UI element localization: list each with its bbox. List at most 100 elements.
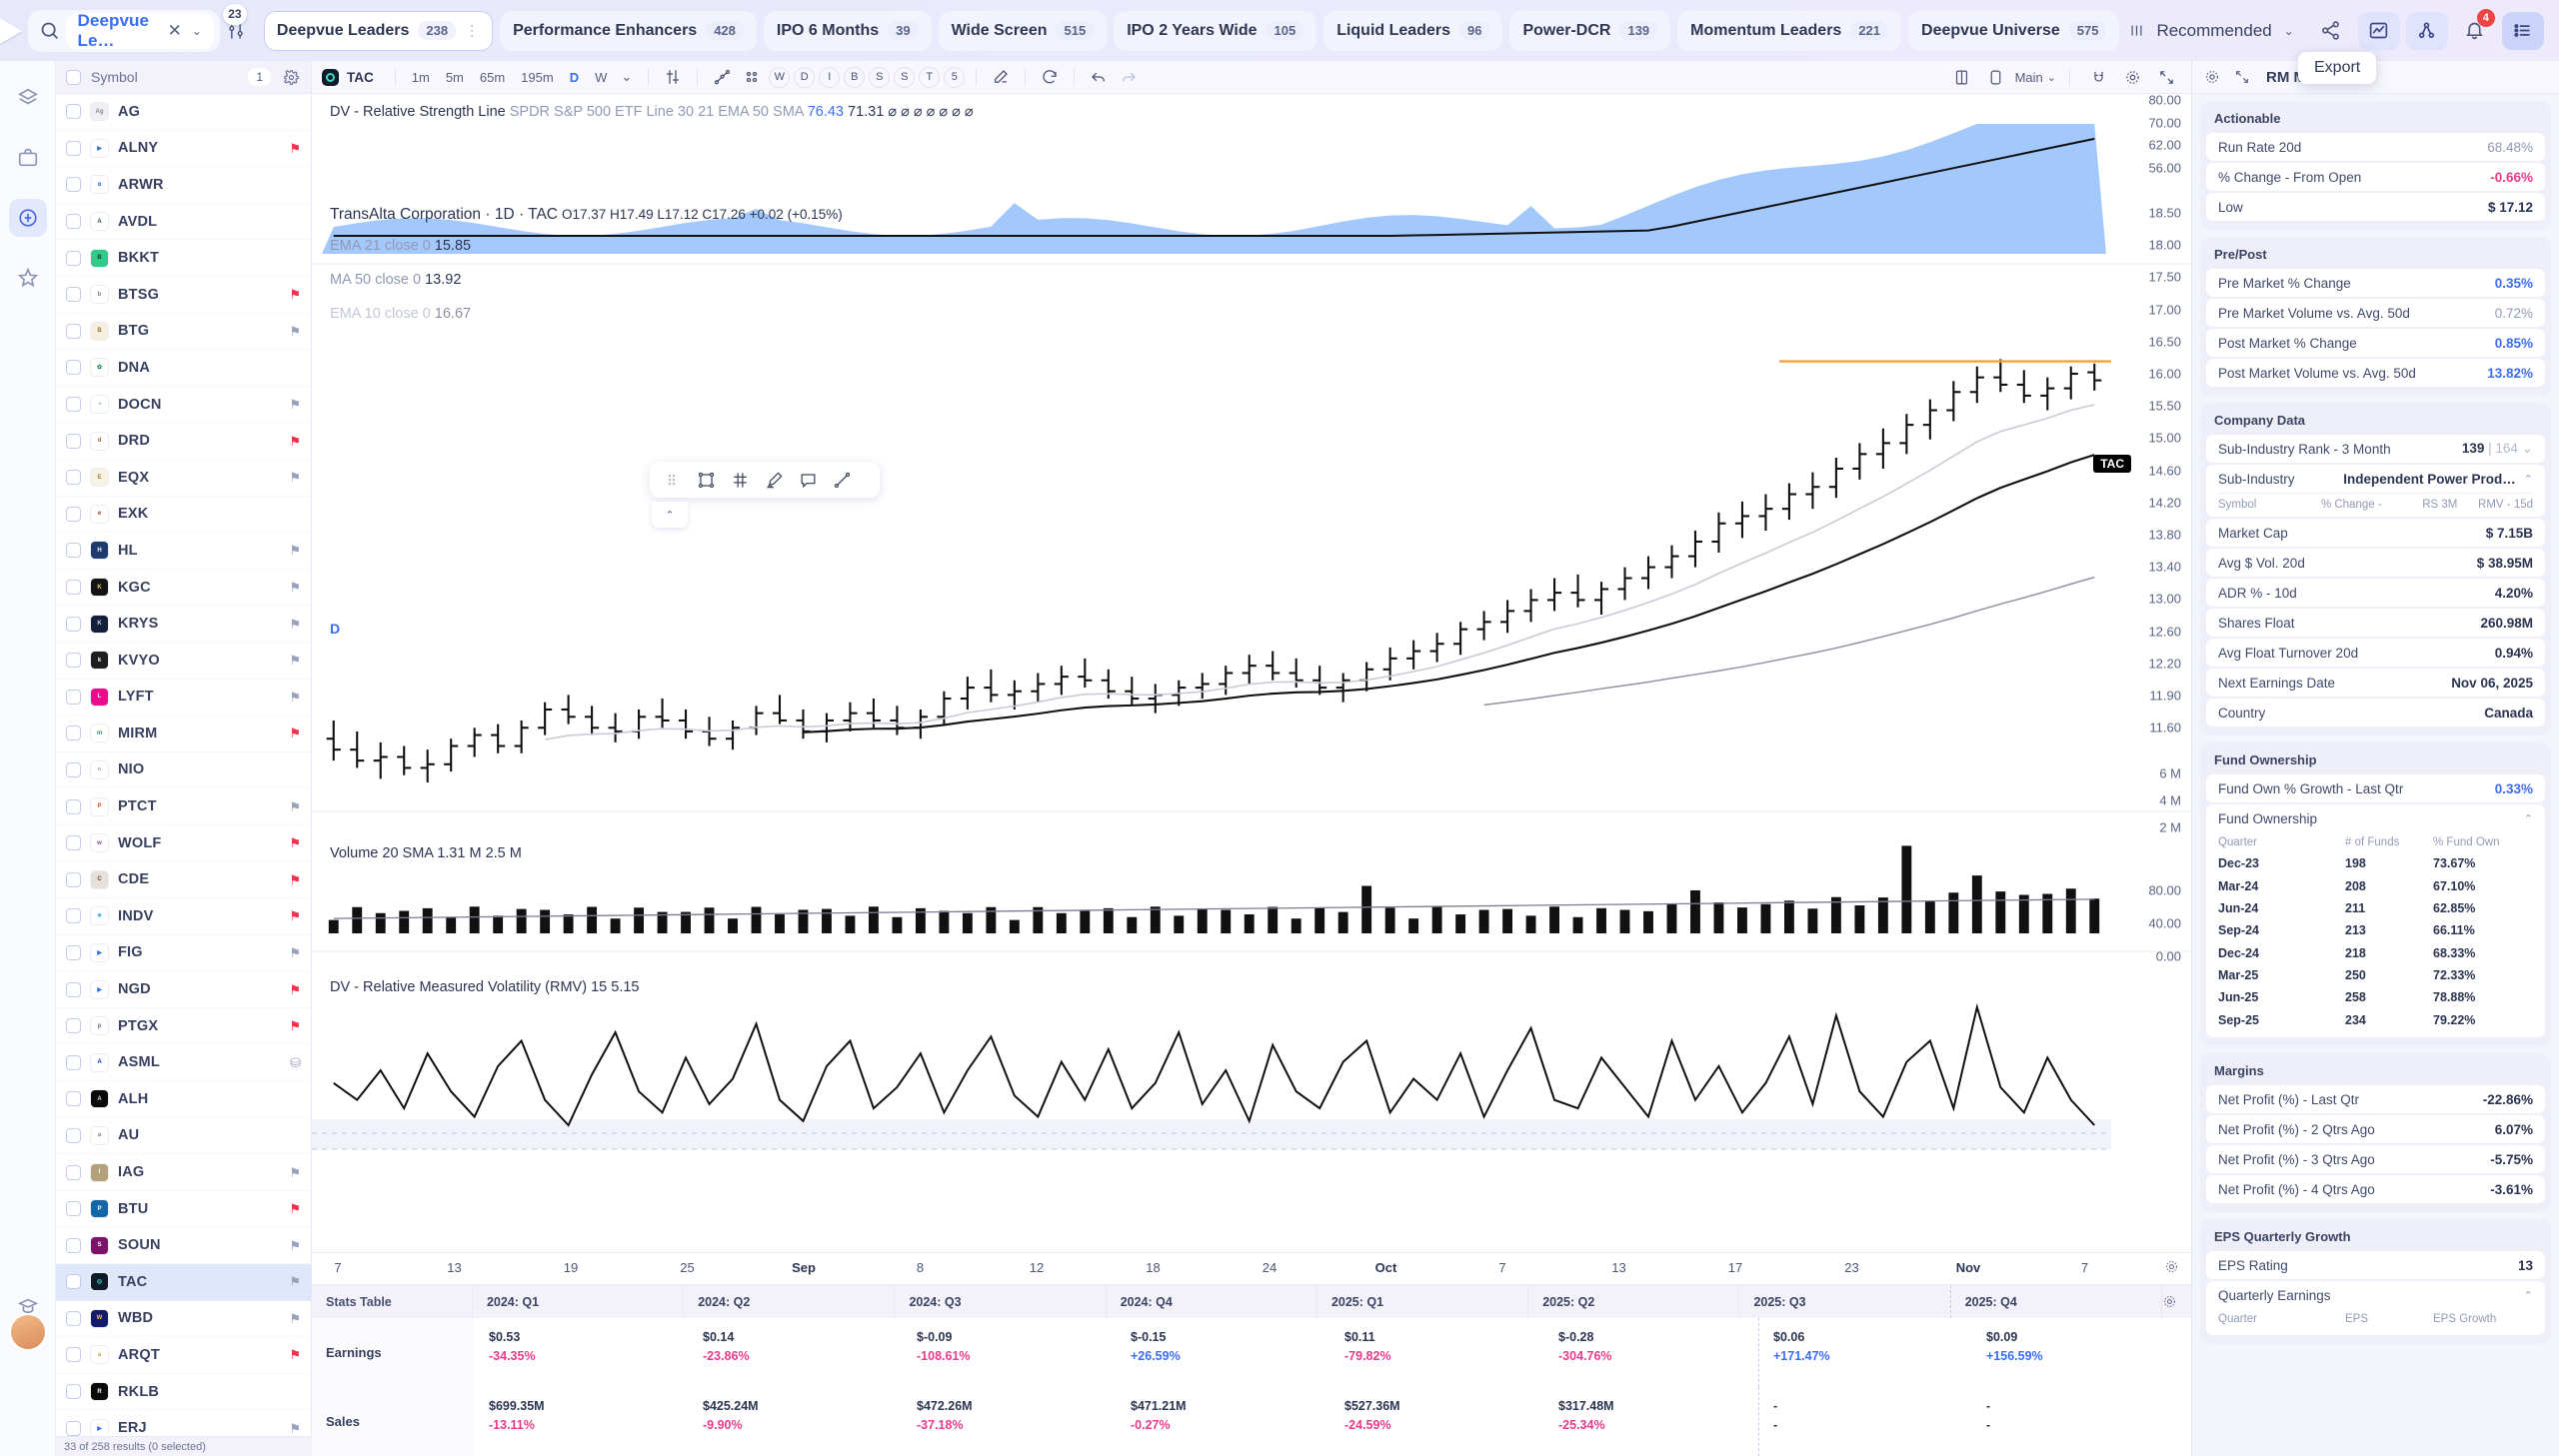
symbol-row-ptct[interactable]: P PTCT ⚑ bbox=[56, 788, 311, 825]
flag-icon[interactable]: ⚑ bbox=[289, 433, 301, 449]
split-layout-icon[interactable] bbox=[1947, 65, 1977, 89]
timeframe-1m[interactable]: 1m bbox=[411, 69, 430, 85]
row-checkbox[interactable] bbox=[66, 580, 81, 596]
row-checkbox[interactable] bbox=[66, 1018, 81, 1034]
app-logo[interactable] bbox=[0, 0, 22, 61]
gear-icon[interactable] bbox=[281, 67, 301, 87]
flag-icon[interactable]: ⚑ bbox=[289, 616, 301, 632]
symbol-row-alny[interactable]: ▶ ALNY ⚑ bbox=[56, 131, 311, 168]
data-row[interactable]: Post Market Volume vs. Avg. 50d 13.82% bbox=[2206, 359, 2545, 387]
rail-education-icon[interactable] bbox=[9, 1288, 47, 1326]
data-row[interactable]: % Change - From Open -0.66% bbox=[2206, 163, 2545, 191]
search-icon[interactable] bbox=[34, 13, 66, 49]
chevron-up-icon[interactable]: ⌃ bbox=[2523, 812, 2533, 825]
row-checkbox[interactable] bbox=[66, 726, 81, 741]
row-checkbox[interactable] bbox=[66, 1091, 81, 1107]
symbol-row-indv[interactable]: ✳ INDV ⚑ bbox=[56, 898, 311, 935]
row-checkbox[interactable] bbox=[66, 323, 81, 339]
row-checkbox[interactable] bbox=[66, 871, 81, 887]
symbol-row-docn[interactable]: ◔ DOCN ⚑ bbox=[56, 387, 311, 424]
data-row[interactable]: Net Profit (%) - 2 Qtrs Ago 6.07% bbox=[2206, 1115, 2545, 1143]
row-checkbox[interactable] bbox=[66, 1164, 81, 1180]
symbol-row-exk[interactable]: e EXK bbox=[56, 497, 311, 534]
data-row[interactable]: Net Profit (%) - 4 Qtrs Ago -3.61% bbox=[2206, 1175, 2545, 1203]
chevron-down-icon[interactable]: ⌄ bbox=[191, 23, 202, 38]
data-row[interactable]: EPS Rating 13 bbox=[2206, 1251, 2545, 1279]
data-row[interactable]: Fund Own % Growth - Last Qtr 0.33% bbox=[2206, 774, 2545, 802]
comment-tool-icon[interactable] bbox=[792, 466, 824, 494]
flag-icon[interactable]: ⚑ bbox=[289, 689, 301, 705]
symbol-row-alh[interactable]: A ALH bbox=[56, 1081, 311, 1118]
notifications-button[interactable]: 4 bbox=[2454, 8, 2496, 50]
flag-icon[interactable]: ⚑ bbox=[289, 1164, 301, 1180]
data-row[interactable]: Low $ 17.12 bbox=[2206, 193, 2545, 221]
chart-symbol[interactable]: TAC bbox=[322, 68, 386, 86]
list-view-button[interactable] bbox=[2501, 11, 2544, 50]
watchlist-tab-ipo-6-months[interactable]: IPO 6 Months 39 bbox=[763, 10, 932, 51]
symbol-row-avdl[interactable]: A AVDL bbox=[56, 204, 311, 241]
watchlist-tab-momentum-leaders[interactable]: Momentum Leaders 221 bbox=[1677, 10, 1902, 51]
flag-icon[interactable]: ⚑ bbox=[289, 323, 301, 339]
indicators-icon[interactable] bbox=[658, 65, 688, 89]
overlay-toggle-1[interactable]: D bbox=[794, 66, 816, 88]
data-row[interactable]: Avg $ Vol. 20d $ 38.95M bbox=[2206, 549, 2545, 577]
symbol-row-bkkt[interactable]: B BKKT bbox=[56, 240, 311, 277]
flag-icon[interactable]: ⚑ bbox=[289, 726, 301, 741]
data-row[interactable]: Avg Float Turnover 20d 0.94% bbox=[2206, 639, 2545, 667]
drag-handle-icon[interactable] bbox=[656, 466, 688, 494]
filter-button[interactable]: 23 bbox=[222, 3, 247, 52]
flag-icon[interactable]: ⚑ bbox=[289, 835, 301, 851]
flag-icon[interactable]: ⚑ bbox=[289, 287, 301, 303]
grid-layout-icon[interactable] bbox=[737, 65, 767, 89]
flag-icon[interactable]: ⚑ bbox=[289, 1310, 301, 1326]
symbol-row-wolf[interactable]: w WOLF ⚑ bbox=[56, 825, 311, 862]
rail-favorites-icon[interactable] bbox=[9, 259, 47, 297]
database-icon[interactable]: ⛁ bbox=[290, 1054, 301, 1070]
rail-layers-icon[interactable] bbox=[9, 79, 47, 117]
symbol-row-eqx[interactable]: E EQX ⚑ bbox=[56, 460, 311, 497]
watchlist-tab-ipo-2-years-wide[interactable]: IPO 2 Years Wide 105 bbox=[1114, 10, 1317, 51]
close-icon[interactable]: ✕ bbox=[167, 20, 182, 40]
watchlist-tab-power-dcr[interactable]: Power-DCR 139 bbox=[1509, 10, 1671, 51]
pattern-icon[interactable] bbox=[707, 65, 737, 89]
measure-tool-icon[interactable] bbox=[724, 466, 756, 494]
rail-briefcase-icon[interactable] bbox=[9, 139, 47, 177]
row-checkbox[interactable] bbox=[66, 653, 81, 669]
flag-icon[interactable]: ⚑ bbox=[289, 1201, 301, 1217]
chart-canvas[interactable]: DV - Relative Strength Line SPDR S&P 500… bbox=[312, 94, 2191, 1284]
flag-icon[interactable]: ⚑ bbox=[289, 1420, 301, 1436]
symbol-row-arwr[interactable]: α ARWR bbox=[56, 167, 311, 204]
flag-icon[interactable]: ⚑ bbox=[289, 798, 301, 814]
data-row[interactable]: ADR % - 10d 4.20% bbox=[2206, 579, 2545, 607]
overlay-toggle-3[interactable]: B bbox=[844, 66, 866, 88]
row-checkbox[interactable] bbox=[66, 543, 81, 559]
magnet-icon[interactable] bbox=[2083, 65, 2113, 89]
gear-icon[interactable] bbox=[2117, 65, 2147, 89]
chevron-down-icon[interactable]: ⌄ bbox=[621, 69, 633, 84]
row-checkbox[interactable] bbox=[66, 1347, 81, 1363]
row-checkbox[interactable] bbox=[66, 397, 81, 413]
row-checkbox[interactable] bbox=[66, 944, 81, 960]
flag-icon[interactable]: ⚑ bbox=[289, 1347, 301, 1363]
redo-icon[interactable] bbox=[1114, 65, 1144, 89]
row-checkbox[interactable] bbox=[66, 981, 81, 997]
timeframe-195m[interactable]: 195m bbox=[521, 69, 554, 85]
overlay-toggle-2[interactable]: I bbox=[819, 66, 841, 88]
row-checkbox[interactable] bbox=[66, 1201, 81, 1217]
symbol-row-asml[interactable]: A ASML ⛁ bbox=[56, 1044, 311, 1082]
data-row[interactable]: Pre Market % Change 0.35% bbox=[2206, 269, 2545, 297]
symbol-row-wbd[interactable]: W WBD ⚑ bbox=[56, 1301, 311, 1338]
symbol-row-fig[interactable]: ▶ FIG ⚑ bbox=[56, 935, 311, 972]
fund-ownership-header[interactable]: Fund Ownership ⌃ bbox=[2218, 804, 2533, 832]
row-checkbox[interactable] bbox=[66, 287, 81, 303]
row-checkbox[interactable] bbox=[66, 1127, 81, 1143]
eraser-icon[interactable] bbox=[986, 65, 1016, 89]
chevron-up-icon[interactable]: ⌃ bbox=[2523, 1289, 2533, 1302]
avatar[interactable] bbox=[11, 1315, 45, 1349]
gear-icon[interactable] bbox=[2164, 1259, 2179, 1279]
symbol-row-btsg[interactable]: b BTSG ⚑ bbox=[56, 277, 311, 314]
chevron-up-icon[interactable]: ⌃ bbox=[2523, 473, 2533, 486]
symbol-row-drd[interactable]: d DRD ⚑ bbox=[56, 423, 311, 460]
timeframe-65m[interactable]: 65m bbox=[479, 69, 506, 85]
flag-icon[interactable]: ⚑ bbox=[289, 470, 301, 486]
